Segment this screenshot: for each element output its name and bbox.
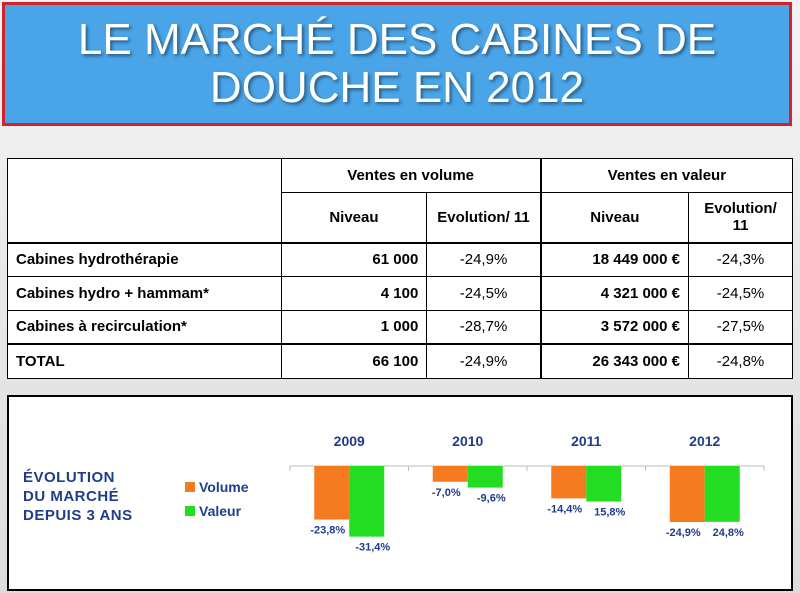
subheader-vol-evolution: Evolution/ 11 bbox=[426, 192, 542, 243]
category-label-2011: 2011 bbox=[571, 433, 602, 449]
vol-evol-cell: -24,9% bbox=[426, 343, 542, 380]
legend-volume-swatch bbox=[185, 482, 195, 492]
legend-valeur: Valeur bbox=[185, 503, 241, 519]
chart-heading-line-1: ÉVOLUTION bbox=[23, 469, 116, 486]
row-label: Cabines à recirculation* bbox=[7, 309, 282, 345]
row-label: Cabines hydrothérapie bbox=[7, 241, 282, 278]
vol-niveau-cell: 61 000 bbox=[280, 241, 428, 278]
category-label-2012: 2012 bbox=[689, 433, 720, 449]
row-label: Cabines hydro + hammam* bbox=[7, 276, 282, 311]
val-niveau-cell: 26 343 000 € bbox=[539, 343, 689, 380]
title-line-1: LE MARCHÉ DES CABINES DE bbox=[77, 15, 717, 64]
title-line-2: DOUCHE EN 2012 bbox=[209, 63, 585, 112]
vol-evol-cell: -28,7% bbox=[426, 309, 542, 345]
category-label-2010: 2010 bbox=[452, 433, 483, 449]
table-row: Cabines à recirculation* 1 000 -28,7% 3 … bbox=[7, 309, 793, 345]
vol-evol-cell: -24,9% bbox=[426, 241, 542, 278]
subheader-val-niveau: Niveau bbox=[539, 192, 689, 243]
data-label-volume-2010: -7,0% bbox=[432, 487, 461, 499]
chart-heading-line-2: DU MARCHÉ bbox=[23, 488, 120, 505]
bar-volume-2011 bbox=[551, 466, 587, 499]
bar-valeur-2012 bbox=[704, 466, 740, 522]
evolution-chart-panel: ÉVOLUTION DU MARCHÉ DEPUIS 3 ANS Volume … bbox=[7, 395, 793, 591]
val-niveau-cell: 4 321 000 € bbox=[539, 276, 689, 311]
evolution-bar-chart: 2009 -23,8% -31,4% 2010 -7,0% -9,6% 2011 -14,4%… bbox=[289, 433, 765, 554]
table-corner-cell bbox=[7, 158, 282, 243]
header-ventes-valeur: Ventes en valeur bbox=[539, 158, 793, 193]
val-evol-cell: -24,3% bbox=[688, 241, 793, 278]
data-label-volume-2009: -23,8% bbox=[310, 525, 345, 537]
legend-volume-label: Volume bbox=[199, 479, 249, 495]
table-row: Cabines hydrothérapie 61 000 -24,9% 18 4… bbox=[7, 241, 793, 278]
data-label-valeur-2010: -9,6% bbox=[477, 493, 506, 505]
vol-niveau-cell: 66 100 bbox=[280, 343, 428, 380]
bar-valeur-2009 bbox=[349, 466, 385, 537]
data-label-valeur-2011: 15,8% bbox=[594, 507, 625, 519]
market-table: Ventes en volume Ventes en valeur Niveau… bbox=[7, 158, 793, 380]
vol-evol-cell: -24,5% bbox=[426, 276, 542, 311]
legend-valeur-swatch bbox=[185, 506, 195, 516]
val-evol-cell: -24,8% bbox=[688, 343, 793, 380]
legend-volume: Volume bbox=[185, 479, 249, 495]
data-label-volume-2011: -14,4% bbox=[547, 503, 582, 515]
legend-valeur-label: Valeur bbox=[199, 503, 242, 519]
vol-niveau-cell: 1 000 bbox=[280, 309, 428, 345]
val-evol-cell: -24,5% bbox=[688, 276, 793, 311]
category-label-2009: 2009 bbox=[334, 433, 365, 449]
data-label-valeur-2012: 24,8% bbox=[713, 527, 744, 539]
bar-volume-2009 bbox=[314, 466, 350, 520]
bar-valeur-2010 bbox=[467, 466, 503, 488]
vol-niveau-cell: 4 100 bbox=[280, 276, 428, 311]
chart-heading-line-3: DEPUIS 3 ANS bbox=[23, 507, 133, 524]
table-row-total: TOTAL 66 100 -24,9% 26 343 000 € -24,8% bbox=[7, 343, 793, 380]
val-niveau-cell: 3 572 000 € bbox=[539, 309, 689, 345]
bar-volume-2010 bbox=[432, 466, 468, 482]
subheader-vol-niveau: Niveau bbox=[280, 192, 428, 243]
row-label: TOTAL bbox=[7, 343, 282, 380]
val-niveau-cell: 18 449 000 € bbox=[539, 241, 689, 278]
title-banner: LE MARCHÉ DES CABINES DE DOUCHE EN 2012 bbox=[2, 2, 792, 126]
market-table-container: Ventes en volume Ventes en valeur Niveau… bbox=[7, 158, 793, 380]
bar-valeur-2011 bbox=[586, 466, 622, 502]
bar-volume-2012 bbox=[669, 466, 705, 523]
data-label-volume-2012: -24,9% bbox=[666, 527, 701, 539]
val-evol-cell: -27,5% bbox=[688, 309, 793, 345]
data-label-valeur-2009: -31,4% bbox=[355, 542, 390, 554]
header-ventes-volume: Ventes en volume bbox=[280, 158, 542, 193]
table-row: Cabines hydro + hammam* 4 100 -24,5% 4 3… bbox=[7, 276, 793, 311]
subheader-val-evolution: Evolution/ 11 bbox=[688, 192, 793, 243]
